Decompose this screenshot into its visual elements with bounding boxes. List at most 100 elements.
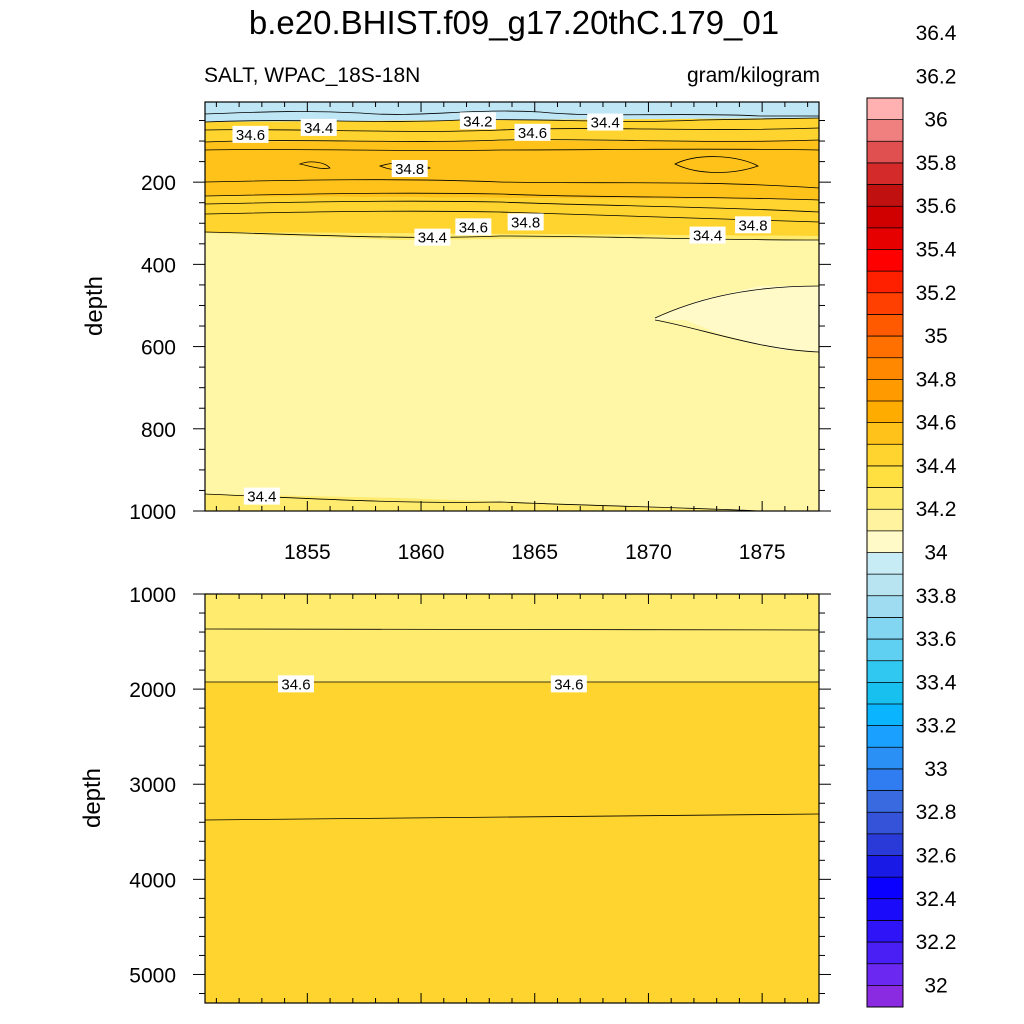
colorbar-bin-25 [867, 444, 903, 467]
contour-label-3: 34.6 [518, 125, 547, 142]
colorbar-bin-41 [867, 98, 903, 120]
upper-contour-panel: 34.6 34.4 34.2 34.6 34.4 34.8 34.8 34.8 34.6 34.4… [81, 101, 831, 564]
colorbar-tick-label: 33.8 [916, 585, 957, 608]
x-tick-label: 1870 [625, 541, 672, 564]
y-tick-label: 600 [141, 337, 176, 360]
colorbar-bin-2 [867, 942, 903, 965]
colorbar-bin-0 [867, 985, 903, 1008]
y-tick-label: 1000 [129, 501, 176, 524]
colorbar-bin-3 [867, 920, 903, 943]
colorbar-bin-20 [867, 552, 903, 575]
contour-line-3 [204, 139, 820, 143]
colorbar-tick-label: 32.2 [916, 931, 957, 954]
contour-line-11 [654, 285, 820, 319]
chart-title: b.e20.BHIST.f09_g17.20thC.179_01 [249, 4, 779, 41]
colorbar-bin-10 [867, 768, 903, 791]
colorbar-tick-label: 35 [924, 325, 947, 348]
x-tick-label: 1855 [284, 541, 331, 564]
upper-contour-labels: 34.6 34.4 34.2 34.6 34.4 34.8 34.8 34.8 34.6 34.4… [232, 112, 772, 506]
colorbar-bin-17 [867, 617, 903, 640]
lower-contour-label-box-1 [550, 675, 587, 693]
x-tick-label: 1860 [398, 541, 445, 564]
colorbar-bin-7 [867, 833, 903, 856]
colorbar-tick-label: 35.8 [916, 152, 957, 175]
units-label: gram/kilogram [687, 64, 820, 87]
contour-line-15 [674, 156, 759, 173]
lower-contour-labels: 34.6 34.6 [277, 675, 587, 693]
contour-line-0 [204, 110, 819, 117]
lower-contour-line-0 [204, 628, 820, 631]
colorbar-bin-1 [867, 963, 903, 986]
colorbar-bin-15 [867, 660, 903, 683]
y-tick-label: 400 [141, 254, 176, 277]
x-tick-label: 1875 [739, 541, 786, 564]
contour-label-6: 34.8 [511, 214, 540, 231]
lower-y-tick-label: 5000 [129, 964, 176, 987]
contour-label-box-0 [232, 125, 269, 143]
colorbar-bin-29 [867, 357, 903, 380]
colorbar-tick-label: 32.6 [916, 845, 957, 868]
contour-label-box-4 [587, 113, 624, 131]
colorbar-frame [866, 97, 904, 1008]
colorbar-tick-label: 36 [924, 109, 947, 132]
colorbar-bin-8 [867, 812, 903, 835]
colorbar-bin-12 [867, 725, 903, 748]
colorbar-tick-label: 33.4 [916, 671, 957, 694]
colorbar-tick-label: 32.4 [916, 888, 957, 911]
contour-label-11: 34.4 [247, 489, 276, 506]
contour-line-8 [204, 210, 820, 223]
colorbar-bin-16 [867, 639, 903, 662]
contour-label-1: 34.4 [304, 120, 333, 137]
colorbar-tick-label: 33.2 [916, 715, 957, 738]
contour-line-5 [204, 179, 820, 189]
y-tick-label: 800 [141, 419, 176, 442]
colorbar-bin-27 [867, 401, 903, 423]
lower-contour-line-2 [204, 813, 820, 821]
contour-line-4 [204, 148, 820, 151]
contour-label-box-10 [689, 226, 726, 244]
lower-y-tick-label: 1000 [129, 584, 176, 607]
lower-fill-upper-band [205, 594, 819, 682]
colorbar-bin-24 [867, 465, 903, 488]
colorbar-bin-36 [867, 206, 903, 229]
lower-y-tick-label: 4000 [129, 869, 176, 892]
colorbar-bin-32 [867, 292, 903, 315]
colorbar-tick-label: 34.6 [916, 412, 957, 435]
fill-band-low-surface [205, 102, 819, 122]
contour-label-10: 34.4 [693, 228, 722, 245]
colorbar-bin-13 [867, 704, 903, 726]
colorbar-bin-19 [867, 574, 903, 597]
colorbar-bin-30 [867, 336, 903, 359]
colorbar-bin-26 [867, 422, 903, 445]
contour-label-9: 34.4 [418, 230, 447, 247]
colorbar-tick-label: 34 [924, 542, 948, 565]
lower-y-tick-label: 3000 [129, 774, 176, 797]
colorbar-bin-18 [867, 595, 903, 618]
colorbar-tick-label: 36.4 [916, 22, 957, 45]
colorbar-bin-9 [867, 790, 903, 813]
colorbar-bin-39 [867, 141, 903, 164]
contour-label-0: 34.6 [236, 127, 265, 144]
colorbar-bin-28 [867, 379, 903, 402]
upper-y-axis-label: depth [81, 276, 108, 336]
colorbar-tick-label: 36.2 [916, 65, 957, 88]
contour-label-box-9 [414, 228, 451, 246]
colorbar-tick-label: 35.2 [916, 282, 957, 305]
colorbar-bin-5 [867, 877, 903, 900]
colorbar-bin-14 [867, 682, 903, 705]
colorbar-bin-34 [867, 249, 903, 272]
lower-contour-panel: 34.6 34.6 1000 2000 3000 4000 5000 depth [79, 584, 831, 1004]
contour-label-2: 34.2 [463, 113, 492, 130]
fill-band-surface-mid [205, 118, 819, 142]
contour-line-7 [204, 200, 820, 213]
colorbar-tick-label: 33 [924, 758, 947, 781]
colorbar-tick-label: 35.4 [916, 239, 957, 262]
lower-y-axis-label: depth [79, 768, 106, 828]
colorbar-bin-31 [867, 314, 903, 337]
colorbar-tick-label: 32.8 [916, 801, 957, 824]
colorbar-tick-label: 32 [924, 974, 947, 997]
colorbar-bin-37 [867, 184, 903, 207]
colorbar-bin-35 [867, 227, 903, 250]
lower-y-tick-label: 2000 [129, 679, 176, 702]
contour-label-8: 34.6 [459, 219, 488, 236]
